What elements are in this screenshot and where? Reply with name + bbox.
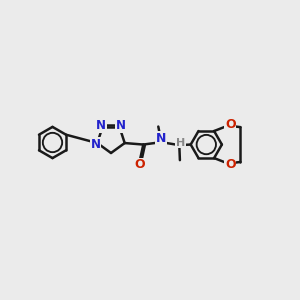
Text: N: N bbox=[91, 138, 100, 151]
Text: N: N bbox=[156, 132, 166, 145]
Text: O: O bbox=[225, 118, 236, 131]
Text: O: O bbox=[225, 158, 236, 171]
Text: O: O bbox=[134, 158, 145, 171]
Text: N: N bbox=[96, 119, 106, 132]
Text: H: H bbox=[176, 138, 185, 148]
Text: N: N bbox=[116, 119, 126, 132]
